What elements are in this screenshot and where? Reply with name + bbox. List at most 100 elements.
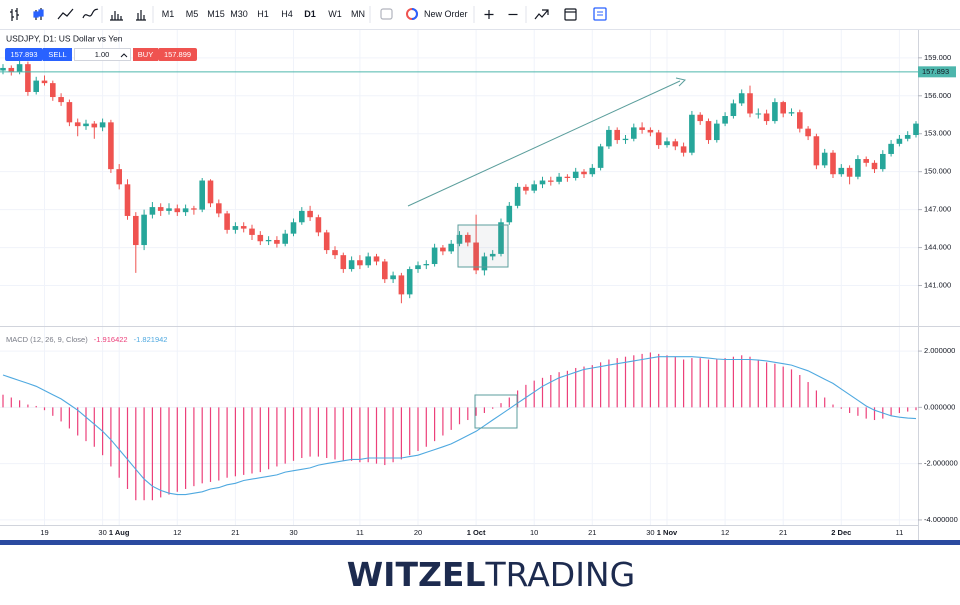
sell-label[interactable]: SELL	[48, 50, 66, 59]
volume-icon[interactable]	[110, 11, 123, 21]
candle-body	[730, 103, 737, 117]
candle-body	[680, 146, 687, 153]
histogram-bar	[591, 365, 593, 408]
histogram-bar	[541, 377, 544, 408]
candle-body	[689, 114, 695, 153]
candle-body	[896, 138, 903, 144]
sell-button[interactable]	[43, 48, 72, 61]
candle-body	[431, 247, 438, 265]
histogram-bar	[790, 369, 793, 408]
candle-body	[805, 128, 811, 137]
histogram-bar	[351, 407, 353, 461]
y-tick-label: 147.000	[924, 205, 951, 214]
candle-body	[299, 210, 305, 223]
candle-body	[606, 129, 612, 147]
timeframe-button[interactable]: M1	[162, 9, 175, 19]
histogram-bar	[566, 370, 568, 408]
candle-body	[564, 176, 571, 178]
histogram-bar	[326, 407, 328, 459]
calendar-icon[interactable]	[564, 8, 577, 21]
candles-icon-body[interactable]	[38, 9, 44, 17]
screenshot-icon[interactable]	[380, 8, 393, 20]
histogram-bar	[508, 397, 510, 408]
histogram-bar	[400, 407, 402, 460]
histogram-bar	[375, 407, 378, 464]
histogram-bar	[815, 390, 817, 408]
candle-body	[25, 64, 31, 92]
histogram-bar	[292, 407, 295, 461]
buy-price-box[interactable]	[158, 48, 197, 61]
timeframe-button[interactable]: D1	[304, 9, 316, 19]
area-icon[interactable]	[82, 8, 99, 19]
zoom-in-icon[interactable]	[484, 10, 494, 19]
volume[interactable]: 1.00	[95, 50, 110, 59]
timeframe-button[interactable]: H4	[281, 9, 293, 19]
buy-label[interactable]: BUY	[138, 50, 153, 59]
histogram-bar	[342, 407, 344, 461]
candle-body	[440, 247, 446, 252]
candle-body	[448, 243, 454, 252]
timeframe-button[interactable]: M15	[207, 9, 225, 19]
candle-body	[622, 138, 629, 141]
candle-body	[406, 269, 413, 295]
candle-body	[265, 239, 272, 242]
histogram-bar	[218, 407, 220, 481]
new-order-button[interactable]: New Order	[424, 9, 468, 19]
candle-body	[398, 275, 405, 295]
histogram-bar	[517, 390, 519, 408]
chart-title: USDJPY, D1: US Dollar vs Yen	[6, 33, 123, 43]
timeframe-button[interactable]: MN	[351, 9, 365, 19]
sell-price-box[interactable]	[5, 48, 43, 61]
volume-input[interactable]	[74, 48, 131, 61]
candle-body	[813, 136, 820, 166]
price-tag	[918, 66, 956, 78]
candle-body	[274, 239, 280, 244]
y-tick-label: -2.000000	[924, 459, 958, 468]
template-icon-lines[interactable]	[597, 11, 603, 16]
histogram-bar	[533, 380, 535, 408]
candle-body	[880, 153, 886, 170]
new-order-icon[interactable]	[411, 8, 418, 20]
histogram-bar	[583, 366, 585, 408]
candle-body	[382, 261, 388, 280]
candle-body	[182, 208, 189, 213]
ticks-icon[interactable]	[136, 10, 146, 21]
template-icon[interactable]	[593, 7, 607, 21]
line-icon[interactable]	[57, 8, 74, 20]
volume-stepper[interactable]	[120, 53, 128, 58]
histogram-bar	[2, 394, 4, 408]
histogram-bar	[176, 407, 178, 492]
candle-body	[498, 222, 504, 254]
histogram-bar	[334, 407, 336, 460]
histogram-bar	[658, 353, 660, 408]
candle-body	[631, 127, 637, 139]
timeframe-button[interactable]: W1	[328, 9, 342, 19]
candle-body	[506, 205, 513, 223]
bars-icon[interactable]	[10, 8, 19, 21]
trend-arrow	[407, 80, 681, 207]
y-tick-label: 159.000	[924, 53, 951, 62]
buy-button[interactable]	[133, 48, 158, 61]
sell-price[interactable]: 157.893	[10, 50, 37, 59]
y-tick-label: 2.000000	[924, 346, 955, 355]
buy-price[interactable]: 157.899	[164, 50, 191, 59]
histogram-bar	[649, 352, 651, 408]
candle-body	[348, 260, 355, 270]
timeframe-button[interactable]: M30	[230, 9, 248, 19]
histogram-bar	[251, 407, 253, 474]
histogram-bar	[409, 407, 411, 456]
timeframe-button[interactable]: M5	[186, 9, 199, 19]
x-tick-label: 21	[779, 528, 787, 537]
indicators-icon[interactable]	[534, 9, 549, 20]
histogram-bar	[824, 397, 826, 408]
candles-icon-body[interactable]	[33, 11, 39, 18]
candle-body	[157, 207, 164, 211]
candle-body	[572, 171, 579, 178]
histogram-bar	[774, 363, 776, 408]
histogram-bar	[126, 407, 129, 489]
histogram-bar	[699, 358, 701, 408]
timeframe-button[interactable]: H1	[257, 9, 269, 19]
candle-body	[581, 171, 587, 175]
logo-light: TRADING	[484, 555, 635, 594]
